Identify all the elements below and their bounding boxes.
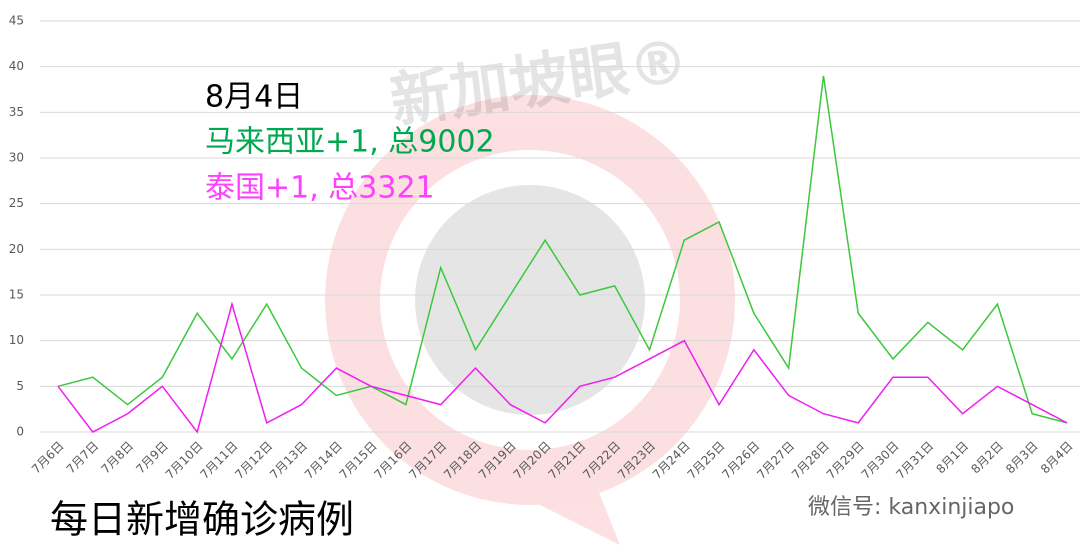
y-tick-label: 45 [9,14,24,28]
x-tick-label: 7月31日 [893,439,936,482]
credit: 微信号: kanxinjiapo [808,495,1014,520]
annotation: 8月4日 [205,80,303,115]
x-tick-label: 8月3日 [1003,439,1041,477]
y-tick-label: 30 [9,151,24,165]
x-tick-label: 7月12日 [232,439,275,482]
y-tick-label: 15 [9,288,24,302]
chart-title: 每日新增确诊病例 [50,498,354,542]
x-tick-label: 8月4日 [1038,439,1076,477]
y-tick-label: 10 [9,333,24,347]
y-tick-label: 20 [9,242,24,256]
x-tick-label: 7月13日 [267,439,310,482]
annotation: 泰国+1, 总3321 [205,171,435,206]
x-tick-label: 7月6日 [29,439,67,477]
watermark-logo [325,95,735,545]
y-tick-label: 5 [16,379,24,393]
x-tick-label: 7月27日 [754,439,797,482]
x-tick-label: 7月28日 [789,439,832,482]
series-line [57,75,1068,424]
x-tick-label: 7月30日 [859,439,902,482]
x-tick-label: 7月29日 [824,439,867,482]
y-tick-label: 40 [9,59,24,73]
y-tick-label: 0 [16,425,24,439]
x-tick-label: 8月1日 [934,439,972,477]
series-line [57,301,1068,434]
x-tick-label: 7月10日 [163,439,206,482]
x-tick-label: 8月2日 [968,439,1006,477]
annotation: 马来西亚+1, 总9002 [205,125,495,160]
x-tick-label: 7月26日 [719,439,762,482]
y-tick-label: 25 [9,196,24,210]
x-tick-label: 7月11日 [197,439,240,482]
x-tick-label: 7月14日 [302,439,345,482]
x-tick-label: 7月8日 [99,439,137,477]
x-tick-label: 7月15日 [337,439,380,482]
x-tick-label: 7月25日 [685,439,728,482]
x-tick-label: 7月7日 [64,439,102,477]
y-tick-label: 35 [9,105,24,119]
